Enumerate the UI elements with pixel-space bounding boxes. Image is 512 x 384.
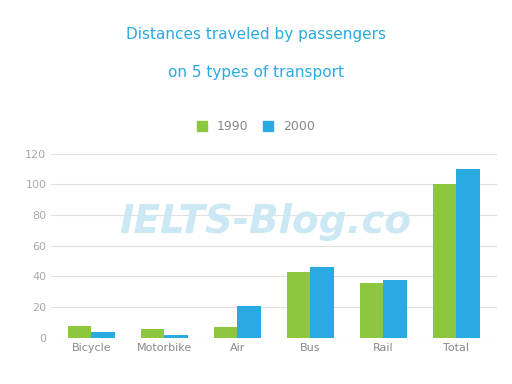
Bar bbox=[214, 327, 238, 338]
Legend: 1990, 2000: 1990, 2000 bbox=[194, 118, 318, 136]
Text: Distances traveled by passengers: Distances traveled by passengers bbox=[126, 27, 386, 42]
Bar bbox=[310, 267, 334, 338]
Bar bbox=[238, 306, 261, 338]
Bar bbox=[287, 272, 310, 338]
Bar bbox=[383, 280, 407, 338]
Bar bbox=[457, 169, 480, 338]
Bar bbox=[164, 335, 188, 338]
Text: on 5 types of transport: on 5 types of transport bbox=[168, 65, 344, 80]
Bar bbox=[433, 184, 457, 338]
Text: IELTS-Blog.co: IELTS-Blog.co bbox=[119, 203, 411, 241]
Bar bbox=[141, 329, 164, 338]
Bar bbox=[91, 332, 115, 338]
Bar bbox=[68, 326, 91, 338]
Bar bbox=[360, 283, 383, 338]
